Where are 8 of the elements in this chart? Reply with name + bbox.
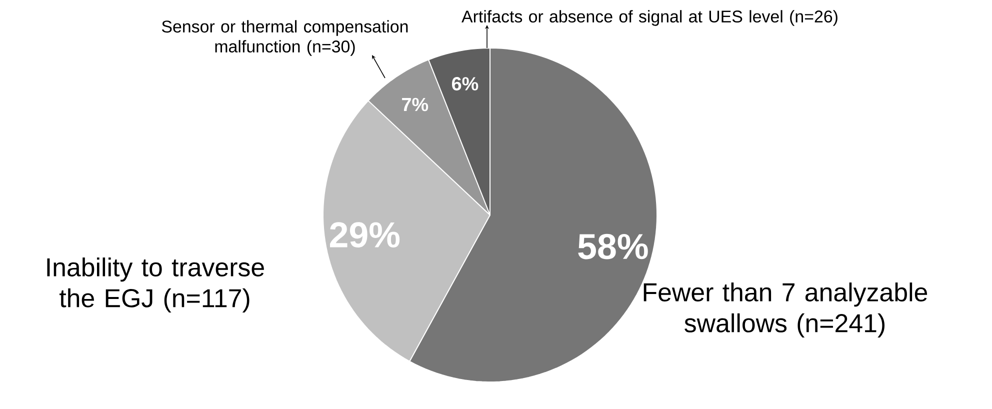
slice-label: Fewer than 7 analyzable swallows (n=241) xyxy=(644,282,928,338)
data-label: 6% xyxy=(452,77,478,90)
slice-label: Inability to traverse the EGJ (n=117) xyxy=(47,257,264,312)
slice-label: Sensor or thermal compensation malfunction (n=30) xyxy=(162,20,408,56)
data-label: 29% xyxy=(330,222,400,248)
slice-label: Artifacts or absence of signal at UES level (n=26) xyxy=(462,10,838,26)
data-label: 7% xyxy=(402,98,428,112)
data-label: 58% xyxy=(578,234,648,260)
